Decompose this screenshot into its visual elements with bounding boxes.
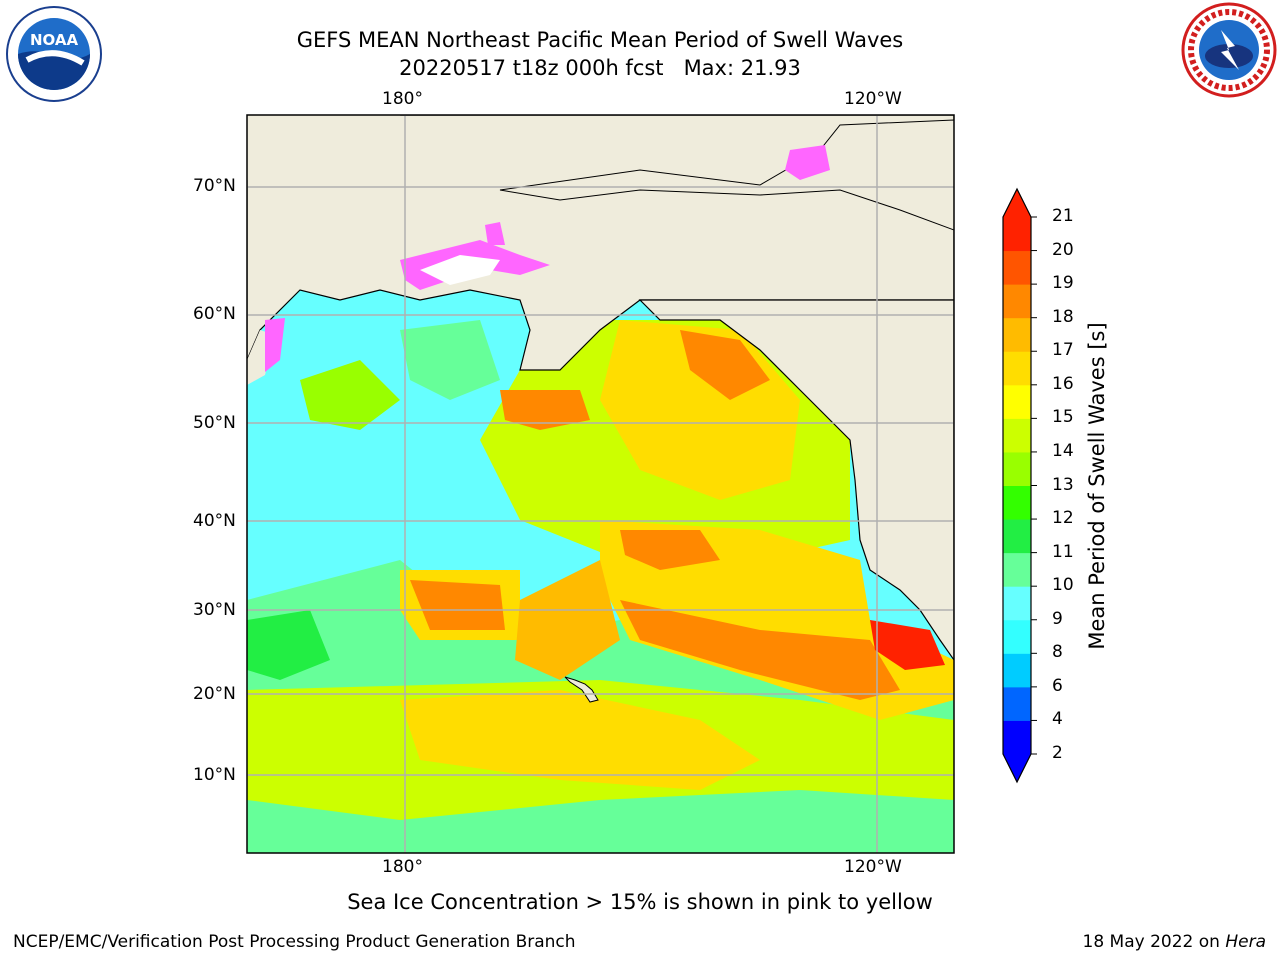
lat-label-50n: 50°N xyxy=(193,413,236,433)
swell-field-hawaii xyxy=(515,560,620,680)
colorbar-extend-max xyxy=(1003,189,1031,217)
colorbar-tick-label: 2 xyxy=(1052,743,1063,763)
colorbar-label: Mean Period of Swell Waves [s] xyxy=(1085,322,1109,650)
sea-ice-arctic xyxy=(785,145,830,180)
map-title: GEFS MEAN Northeast Pacific Mean Period … xyxy=(296,28,904,52)
colorbar-tick-label: 8 xyxy=(1052,642,1063,663)
date-line: 18 May 2022 on Hera xyxy=(1083,932,1267,952)
lon-label-bottom-120w: 120°W xyxy=(844,857,902,877)
colorbar-tick-label: 16 xyxy=(1052,373,1074,394)
nws-logo-icon xyxy=(1181,2,1277,98)
swell-field-bering xyxy=(300,360,400,430)
colorbar-tick-label: 21 xyxy=(1052,206,1074,226)
colorbar-segment xyxy=(1003,519,1031,554)
colorbar-segment xyxy=(1003,284,1031,319)
colorbar-tick-label: 14 xyxy=(1052,440,1074,461)
lon-label-top-120w: 120°W xyxy=(844,89,902,109)
landmass-siberia xyxy=(247,115,420,200)
colorbar-tick-label: 15 xyxy=(1052,407,1074,428)
map-frame xyxy=(246,114,955,854)
colorbar-segment xyxy=(1003,418,1031,453)
colorbar-tick-label: 11 xyxy=(1052,541,1074,562)
lat-label-30n: 30°N xyxy=(193,600,236,620)
colorbar-tick-label: 10 xyxy=(1052,575,1074,596)
colorbar-tick-label: 9 xyxy=(1052,608,1063,629)
colorbar-segment xyxy=(1003,653,1031,688)
sea-ice-strait xyxy=(485,222,505,245)
swell-field-bering-east xyxy=(400,320,500,400)
colorbar-segment xyxy=(1003,552,1031,587)
colorbar-extend-min xyxy=(1003,754,1031,782)
colorbar-segment xyxy=(1003,485,1031,520)
colorbar-segment xyxy=(1003,451,1031,486)
colorbar-tick-label: 13 xyxy=(1052,474,1074,495)
sea-ice-bering-core xyxy=(420,255,500,285)
noaa-logo-icon: NOAA xyxy=(6,6,102,102)
swell-field-southwest xyxy=(247,610,330,680)
swell-field-gulf-peak xyxy=(680,330,770,400)
lat-label-70n: 70°N xyxy=(193,176,236,196)
host-name: Hera xyxy=(1225,932,1266,952)
hawaii-islands xyxy=(564,676,599,703)
colorbar-segment xyxy=(1003,686,1031,721)
lat-label-10n: 10°N xyxy=(193,765,236,785)
swell-field-central-peak xyxy=(620,530,720,570)
colorbar-segment xyxy=(1003,720,1031,755)
colorbar-tick-label: 12 xyxy=(1052,508,1074,529)
swell-field-tropics-core xyxy=(400,690,760,790)
credit-line: NCEP/EMC/Verification Post Processing Pr… xyxy=(13,932,576,952)
gridlines xyxy=(247,115,954,853)
noaa-logo-text: NOAA xyxy=(30,31,79,49)
swell-field-west-central-core xyxy=(410,580,505,630)
colorbar-segment xyxy=(1003,217,1031,252)
colorbar-segment xyxy=(1003,586,1031,621)
colorbar-segment xyxy=(1003,317,1031,352)
date-text: 18 May 2022 on xyxy=(1082,932,1226,952)
landmass-arctic-coast xyxy=(499,119,954,231)
lon-label-bottom-180: 180° xyxy=(382,857,423,877)
colorbar-segment xyxy=(1003,619,1031,654)
landmass-north-america xyxy=(638,299,954,662)
colorbar-tick-label: 18 xyxy=(1052,306,1074,327)
sea-ice-kamchatka xyxy=(265,318,285,372)
lon-label-top-180: 180° xyxy=(382,89,423,109)
colorbar-segment xyxy=(1003,384,1031,419)
colorbar-tick-label: 20 xyxy=(1052,239,1074,260)
lat-label-60n: 60°N xyxy=(193,304,236,324)
sea-ice-note: Sea Ice Concentration > 15% is shown in … xyxy=(347,890,933,914)
colorbar-segment xyxy=(1003,351,1031,386)
map-subtitle: 20220517 t18z 000h fcst Max: 21.93 xyxy=(399,56,801,80)
lat-label-40n: 40°N xyxy=(193,511,236,531)
colorbar-tick-label: 6 xyxy=(1052,675,1063,696)
colorbar-segment xyxy=(1003,250,1031,285)
colorbar-tick-label: 17 xyxy=(1052,340,1074,361)
colorbar-tick-label: 19 xyxy=(1052,273,1074,294)
swell-field-east-core xyxy=(620,600,900,700)
swell-field-east-peak xyxy=(870,620,945,670)
colorbar-tick-label: 4 xyxy=(1052,709,1063,730)
lat-label-20n: 20°N xyxy=(193,684,236,704)
swell-field-aleutian-peak xyxy=(500,390,590,430)
